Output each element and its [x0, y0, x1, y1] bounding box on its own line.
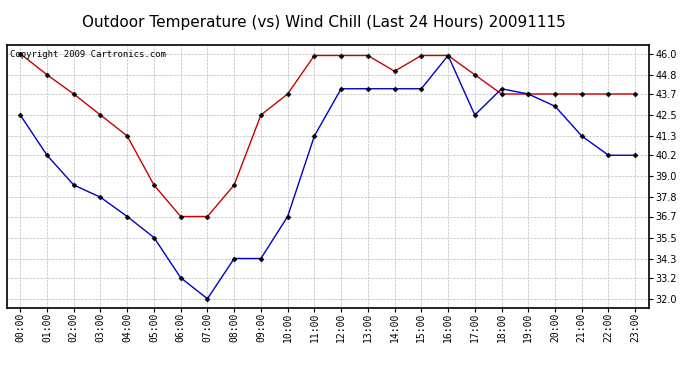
Text: Copyright 2009 Cartronics.com: Copyright 2009 Cartronics.com	[10, 50, 166, 59]
Text: Outdoor Temperature (vs) Wind Chill (Last 24 Hours) 20091115: Outdoor Temperature (vs) Wind Chill (Las…	[82, 15, 566, 30]
